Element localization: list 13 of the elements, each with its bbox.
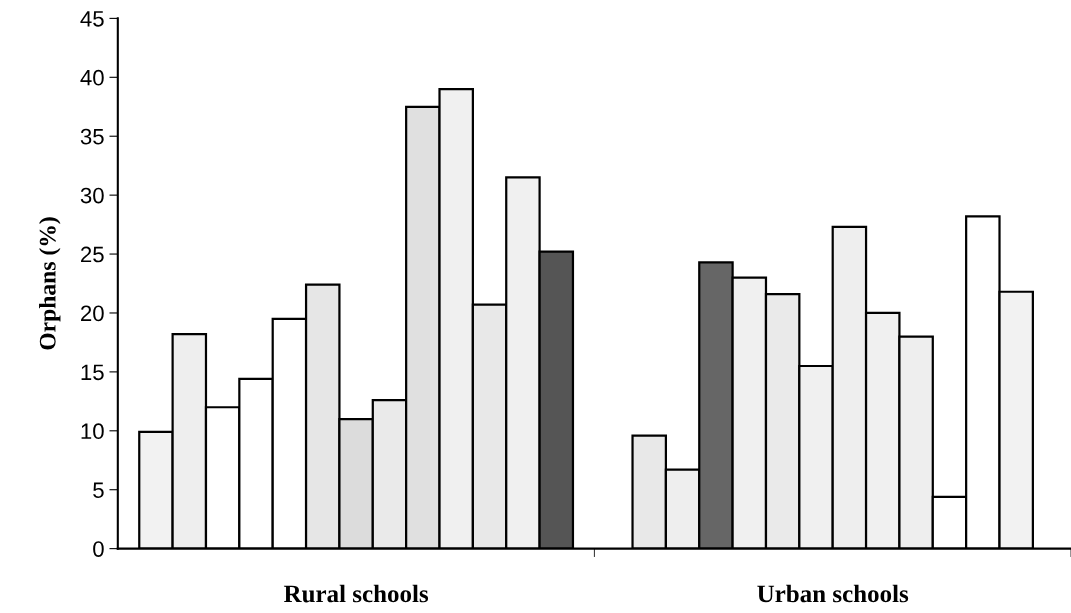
y-tick-label: 20 (81, 305, 104, 322)
y-tick-label: 15 (81, 364, 104, 381)
x-tick-label: Urban schools (757, 584, 909, 603)
y-tick-label: 45 (80, 11, 104, 27)
y-tick-label: 35 (80, 128, 104, 145)
y-axis-title: Orphans (%) (39, 217, 61, 350)
y-tick-label: 30 (80, 187, 104, 204)
y-tick-label: 40 (80, 69, 104, 86)
x-tick-label: Rural schools (283, 584, 429, 603)
y-tick-label: 0 (93, 541, 104, 557)
y-tick-label: 10 (81, 423, 104, 440)
y-tick-label: 25 (81, 246, 104, 263)
y-tick-label: 5 (93, 482, 104, 498)
